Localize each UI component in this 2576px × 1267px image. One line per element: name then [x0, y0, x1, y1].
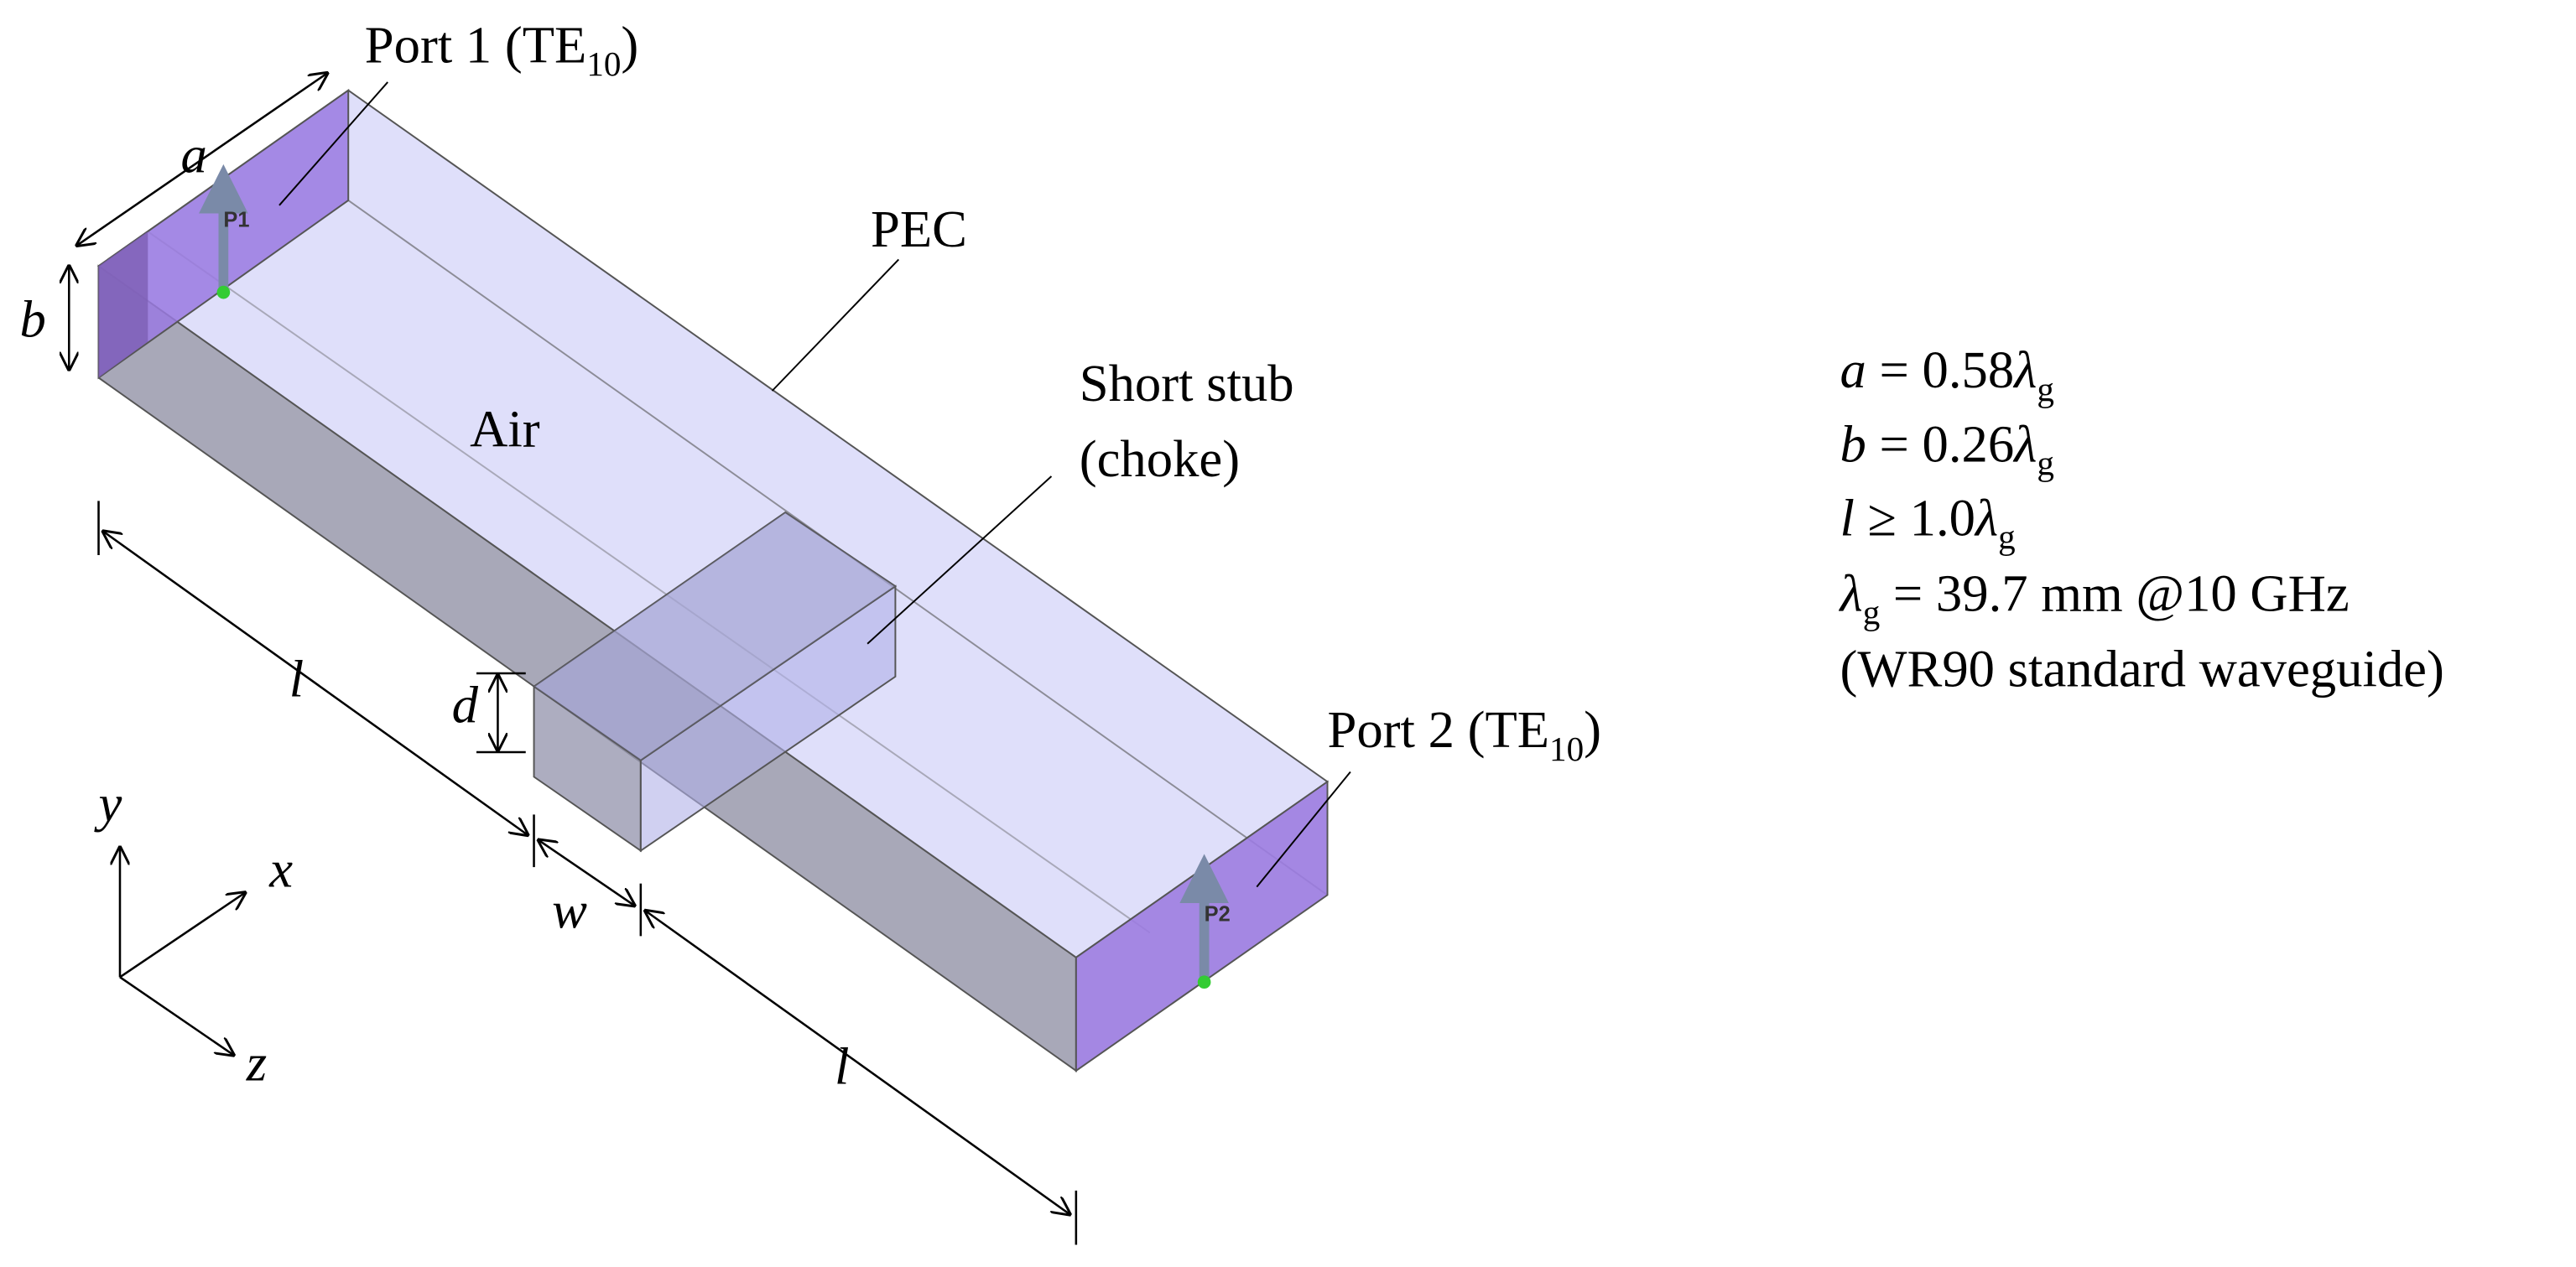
port-label: Port 2 (TE10) — [1328, 700, 1602, 768]
dim-label: b — [20, 289, 46, 348]
port-label-text: ) — [621, 15, 638, 74]
axis-label: z — [246, 1034, 267, 1093]
eq-text: (WR90 standard waveguide) — [1840, 640, 2444, 698]
stub-label: (choke) — [1080, 429, 1240, 488]
axis-label: x — [268, 840, 293, 899]
port-dot — [216, 285, 231, 299]
eq-text: = 39.7 mm @10 GHz — [1880, 564, 2349, 623]
equation: λg = 39.7 mm @10 GHz — [1839, 564, 2350, 632]
port-marker: P1 — [223, 208, 249, 231]
dim-label: l — [289, 649, 304, 708]
port-marker: P2 — [1205, 903, 1231, 927]
eq-var: λ — [1974, 488, 1998, 547]
equation: (WR90 standard waveguide) — [1840, 640, 2444, 698]
leader-lines — [278, 81, 1351, 888]
eq-sub: g — [2037, 370, 2054, 408]
port-label-text: ) — [1584, 700, 1601, 759]
port-label-text: Port 2 (TE — [1328, 700, 1550, 759]
pec-label: PEC — [871, 200, 967, 258]
port-dot — [1197, 975, 1211, 989]
eq-var: λ — [2012, 340, 2037, 399]
eq-text: = 0.58 — [1866, 340, 2014, 399]
air-label: Air — [470, 400, 540, 459]
eq-var: l — [1840, 488, 1855, 547]
port-label: Port 1 (TE10) — [365, 15, 639, 83]
port-label-text: Port 1 (TE — [365, 15, 587, 74]
port-label-sub: 10 — [586, 44, 621, 83]
eq-sub: g — [1863, 593, 1881, 631]
eq-text: = 0.26 — [1866, 414, 2014, 473]
eq-sub: g — [1998, 517, 2016, 556]
eq-sub: g — [2037, 444, 2054, 482]
dim-label: w — [552, 881, 587, 940]
dim-label: d — [452, 676, 479, 735]
equation: l ≥ 1.0λg — [1840, 488, 2016, 556]
dim-w — [537, 839, 636, 906]
dim-l — [644, 910, 1071, 1215]
port-1-front — [98, 231, 148, 378]
dim-l — [101, 531, 528, 836]
equation: a = 0.58λg — [1840, 340, 2054, 408]
axis-label: y — [94, 774, 122, 833]
dim-label: a — [180, 126, 206, 184]
dim-label: l — [835, 1037, 849, 1096]
dim-a — [75, 72, 329, 247]
equations: a = 0.58λg b = 0.26λg l ≥ 1.0λg λg = 39.… — [1839, 340, 2444, 698]
stub-overlap — [533, 512, 896, 761]
stub-label: Short stub — [1080, 354, 1294, 413]
eq-text: ≥ 1.0 — [1855, 488, 1975, 547]
inner-edge — [147, 231, 1151, 934]
eq-var: b — [1840, 414, 1866, 473]
stub-side — [639, 584, 897, 853]
coordinate-axes — [120, 846, 247, 1057]
eq-var: a — [1840, 340, 1866, 399]
port-label-sub: 10 — [1549, 730, 1584, 768]
eq-var: λ — [2012, 414, 2037, 473]
equation: b = 0.26λg — [1840, 414, 2054, 482]
dim-ticks — [97, 501, 1078, 1245]
eq-var: λ — [1839, 564, 1863, 623]
